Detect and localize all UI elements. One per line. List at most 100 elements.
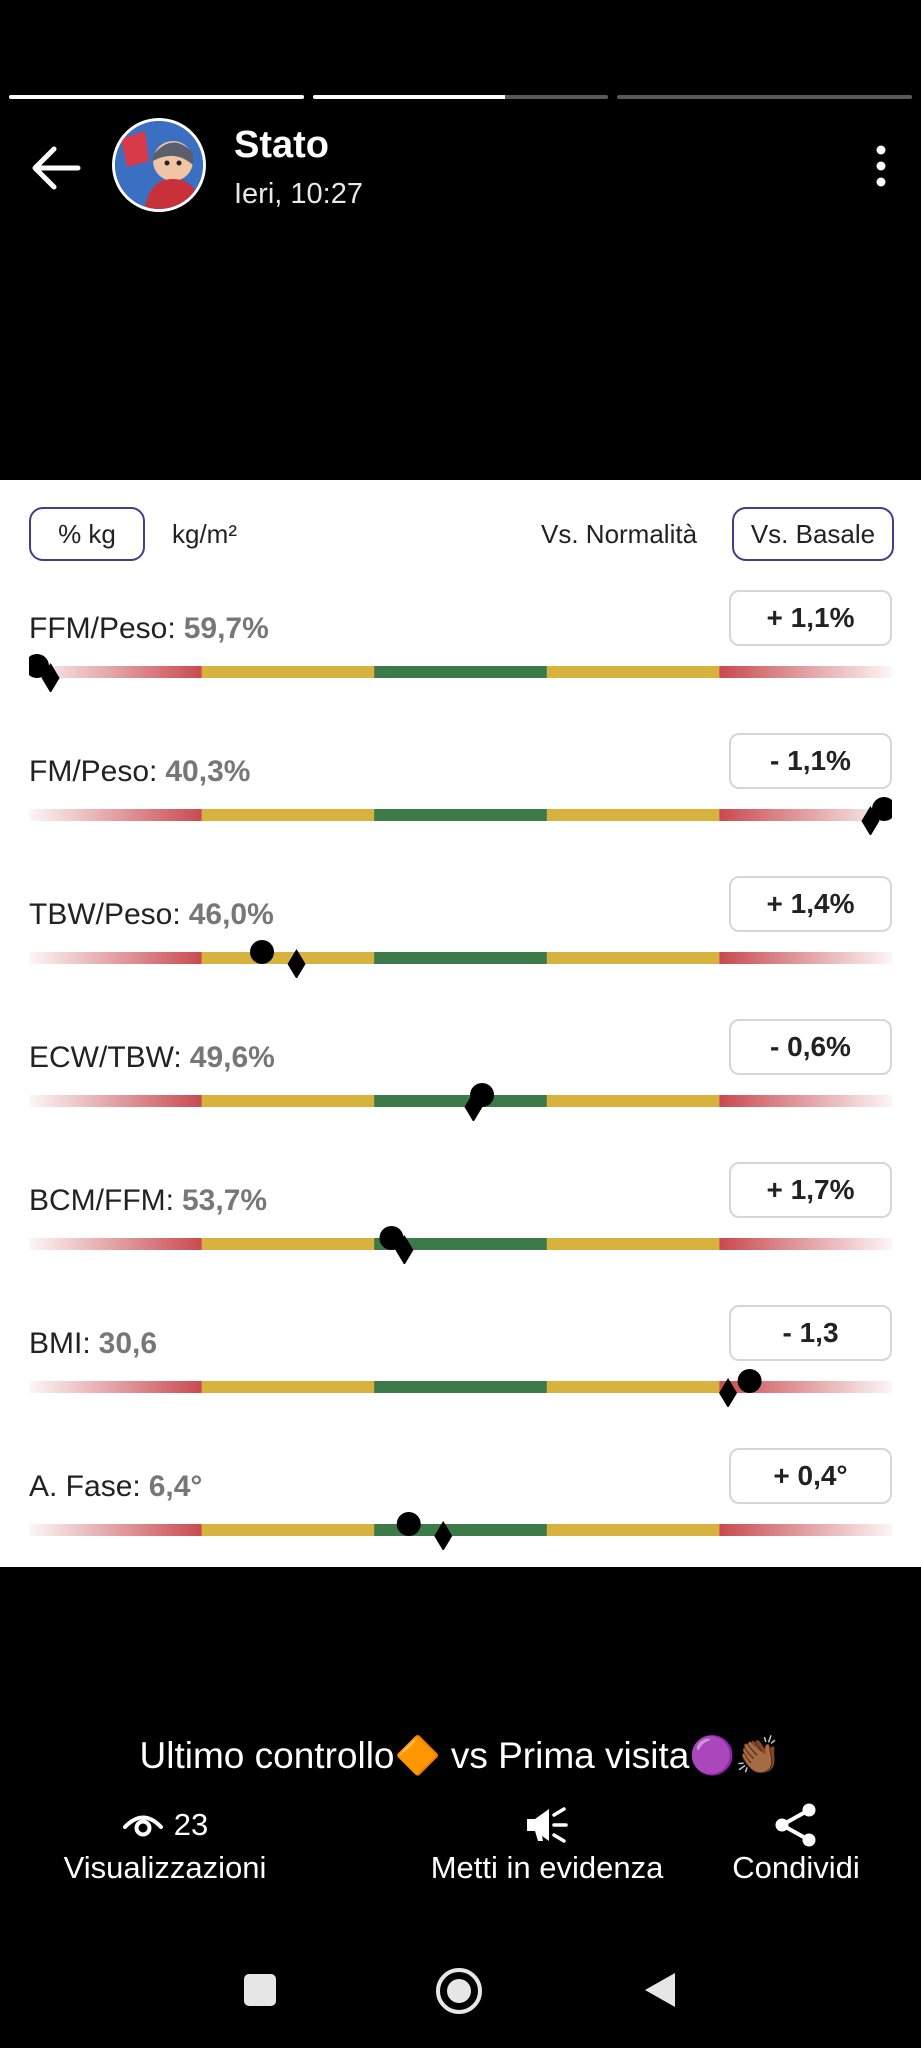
range-low-yellow bbox=[201, 666, 375, 678]
progress-segment-2 bbox=[313, 95, 608, 99]
metric-value: 49,6% bbox=[189, 1041, 275, 1074]
range-normal-green bbox=[374, 809, 548, 821]
highlight-button[interactable]: Metti in evidenza bbox=[412, 1800, 682, 1886]
metric-name: TBW/Peso: bbox=[29, 898, 181, 931]
metric-tbw: TBW/Peso: 46,0% + 1,4% bbox=[0, 876, 921, 1016]
story-caption: Ultimo controllo🔶 vs Prima visita🟣👏🏾 bbox=[139, 1735, 782, 1776]
first-visit-marker bbox=[396, 1512, 421, 1536]
range-low-yellow bbox=[201, 809, 375, 821]
last-check-marker bbox=[719, 1378, 738, 1407]
range-low-yellow bbox=[201, 952, 375, 964]
metric-diff: - 0,6% bbox=[729, 1019, 892, 1075]
range-high-yellow bbox=[546, 1524, 720, 1536]
metric-label: BCM/FFM: 53,7% bbox=[29, 1184, 267, 1218]
metric-name: BMI: bbox=[29, 1327, 91, 1360]
range-high-red bbox=[719, 809, 892, 821]
metric-label: TBW/Peso: 46,0% bbox=[29, 898, 274, 932]
progress-segment-3 bbox=[617, 95, 912, 99]
home-button[interactable] bbox=[435, 1967, 483, 2020]
range-low-red bbox=[29, 1238, 203, 1250]
metric-diff: - 1,3 bbox=[729, 1305, 892, 1361]
range-high-yellow bbox=[546, 952, 720, 964]
range-low-red bbox=[29, 1381, 203, 1393]
back-button[interactable] bbox=[28, 143, 84, 193]
metric-bmi: BMI: 30,6 - 1,3 bbox=[0, 1305, 921, 1445]
system-nav-bar bbox=[0, 1958, 921, 2028]
metric-bar bbox=[29, 1083, 892, 1121]
metric-phase-angle: A. Fase: 6,4° + 0,4° bbox=[0, 1448, 921, 1588]
first-visit-marker bbox=[737, 1369, 762, 1393]
story-time: Ieri, 10:27 bbox=[234, 178, 363, 210]
eye-icon bbox=[122, 1815, 163, 1837]
metric-ecw: ECW/TBW: 49,6% - 0,6% bbox=[0, 1019, 921, 1159]
range-high-red bbox=[719, 1095, 892, 1107]
range-normal-green bbox=[374, 1238, 548, 1250]
range-high-red bbox=[719, 1381, 892, 1393]
progress-fill-2 bbox=[313, 95, 505, 99]
progress-segment-1 bbox=[9, 95, 304, 99]
range-normal-green bbox=[374, 666, 548, 678]
more-vertical-icon bbox=[876, 145, 886, 187]
last-check-marker bbox=[395, 1235, 414, 1264]
range-low-red bbox=[29, 952, 203, 964]
metric-name: FFM/Peso: bbox=[29, 612, 176, 645]
last-check-marker bbox=[464, 1092, 483, 1121]
first-visit-marker bbox=[379, 1226, 404, 1250]
share-button[interactable]: Condividi bbox=[716, 1800, 876, 1886]
range-high-yellow bbox=[546, 1095, 720, 1107]
metric-value: 59,7% bbox=[183, 612, 269, 645]
range-high-yellow bbox=[546, 666, 720, 678]
last-check-marker bbox=[434, 1521, 453, 1550]
metric-name: A. Fase: bbox=[29, 1470, 141, 1503]
range-low-red bbox=[29, 1524, 203, 1536]
vs-basal-toggle[interactable]: Vs. Basale bbox=[732, 507, 894, 561]
metric-label: A. Fase: 6,4° bbox=[29, 1470, 202, 1504]
range-low-red bbox=[29, 809, 203, 821]
metric-bar bbox=[29, 1369, 892, 1407]
avatar-image bbox=[115, 121, 203, 209]
range-high-yellow bbox=[546, 1381, 720, 1393]
recents-button[interactable] bbox=[243, 1973, 277, 2012]
metric-bar bbox=[29, 797, 892, 835]
metric-diff: + 0,4° bbox=[729, 1448, 892, 1504]
story-progress bbox=[9, 95, 912, 99]
last-check-marker bbox=[861, 806, 880, 835]
range-low-yellow bbox=[201, 1381, 375, 1393]
metric-value: 6,4° bbox=[148, 1470, 203, 1503]
bia-card: % kg kg/m² Vs. Normalità Vs. Basale FFM/… bbox=[0, 480, 921, 1567]
metric-value: 40,3% bbox=[165, 755, 251, 788]
range-normal-green bbox=[374, 1095, 548, 1107]
range-high-red bbox=[719, 952, 892, 964]
back-triangle-icon bbox=[645, 1973, 675, 2007]
first-visit-marker bbox=[872, 797, 892, 821]
views-label: Visualizzazioni bbox=[63, 1850, 267, 1885]
unit-percent-toggle[interactable]: % kg bbox=[29, 507, 145, 561]
arrow-left-icon bbox=[32, 146, 81, 190]
last-check-marker bbox=[287, 949, 306, 978]
views-count: 23 bbox=[173, 1807, 209, 1842]
unit-m2-option[interactable]: kg/m² bbox=[172, 518, 237, 549]
recents-icon bbox=[244, 1974, 276, 2006]
metric-label: FM/Peso: 40,3% bbox=[29, 755, 250, 789]
metric-label: BMI: 30,6 bbox=[29, 1327, 157, 1361]
metric-value: 53,7% bbox=[181, 1184, 268, 1217]
megaphone-icon bbox=[527, 1807, 568, 1843]
vs-normality-option[interactable]: Vs. Normalità bbox=[541, 518, 698, 549]
more-menu-button[interactable] bbox=[869, 142, 893, 190]
story-header: Stato Ieri, 10:27 bbox=[0, 118, 921, 218]
highlight-row bbox=[412, 1800, 682, 1850]
metric-value: 46,0% bbox=[188, 898, 274, 931]
views-button[interactable]: 23 Visualizzazioni bbox=[40, 1800, 290, 1886]
metric-name: FM/Peso: bbox=[29, 755, 158, 788]
avatar[interactable] bbox=[112, 118, 206, 212]
metric-fm: FM/Peso: 40,3% - 1,1% bbox=[0, 733, 921, 873]
range-high-red bbox=[719, 1524, 892, 1536]
metric-bar bbox=[29, 1226, 892, 1264]
range-low-yellow bbox=[201, 1238, 375, 1250]
back-nav-button[interactable] bbox=[643, 1971, 677, 2014]
metric-bar bbox=[29, 940, 892, 978]
metric-diff: + 1,4% bbox=[729, 876, 892, 932]
range-low-yellow bbox=[201, 1095, 375, 1107]
range-low-yellow bbox=[201, 1524, 375, 1536]
story-title: Stato bbox=[234, 124, 329, 166]
